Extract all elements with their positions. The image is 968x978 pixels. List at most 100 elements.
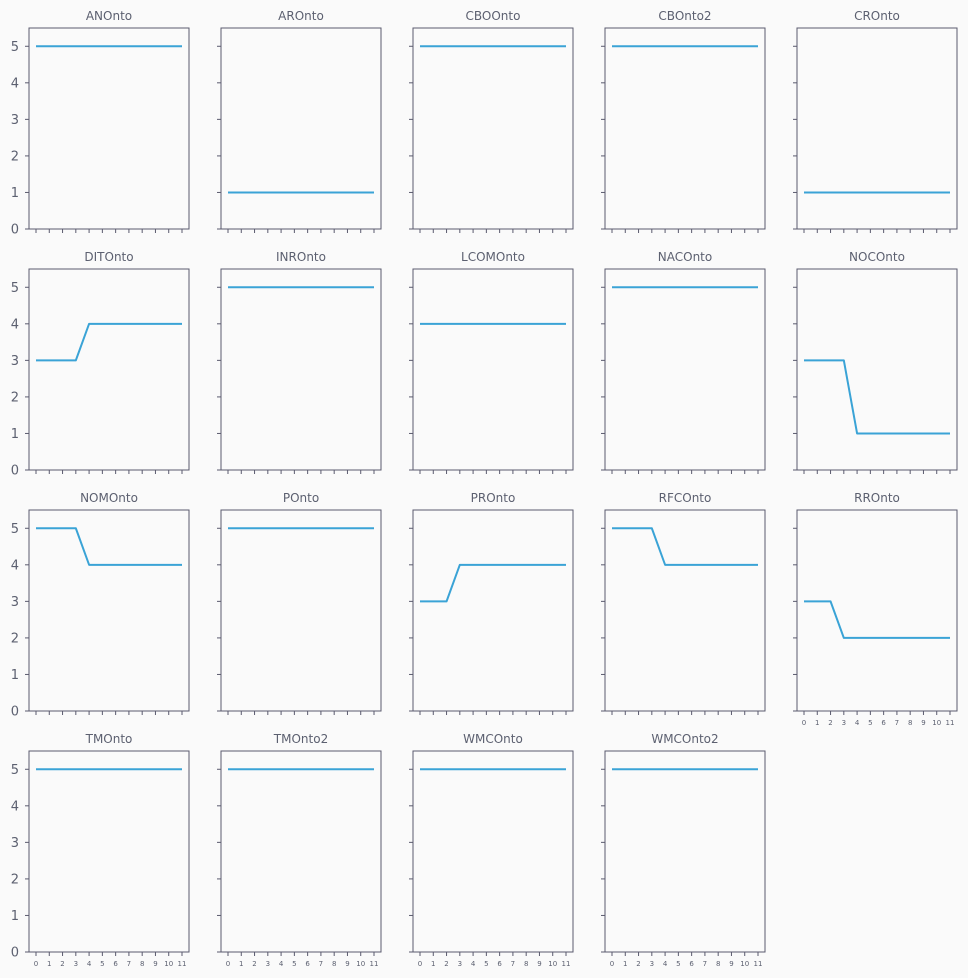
x-tick-label: 6	[305, 960, 310, 968]
x-tick-label: 0	[34, 960, 38, 968]
y-tick-label: 0	[11, 946, 19, 961]
x-tick-label: 10	[740, 960, 749, 968]
x-tick-label: 10	[356, 960, 365, 968]
panel-tmonto2: TMOnto2 0 1 2 3 4 5 6 7 8 9 10 11	[217, 732, 382, 968]
panel-frame	[412, 509, 574, 712]
panel-anonto: ANOnto 0 1 2 3 4 5	[11, 9, 190, 238]
panel-cbonto2: CBOnto2	[601, 9, 766, 233]
x-tick-label: 6	[881, 719, 886, 727]
x-tick-label: 7	[895, 719, 899, 727]
x-tick-label: 9	[153, 960, 157, 968]
x-tick-label: 4	[855, 719, 860, 727]
panel-frame	[604, 750, 766, 953]
x-tick-label: 10	[164, 960, 173, 968]
x-tick-label: 5	[484, 960, 488, 968]
panel-rronto: RROnto 0 1 2 3 4 5 6 7 8 9 10 11	[793, 491, 958, 727]
x-tick-label: 2	[252, 960, 256, 968]
panel-rfconto: RFCOnto	[601, 491, 766, 715]
series-line	[36, 322, 182, 362]
y-tick-label: 4	[11, 558, 19, 573]
panel-lcomonto: LCOMOnto	[409, 250, 574, 474]
panel-title: TMOnto2	[273, 732, 328, 746]
y-tick-label: 0	[11, 705, 19, 720]
y-tick-label: 5	[11, 40, 19, 55]
x-tick-label: 7	[703, 960, 707, 968]
panel-title: LCOMOnto	[461, 250, 525, 264]
panel-frame	[604, 27, 766, 230]
series-line	[420, 563, 566, 603]
y-tick-label: 4	[11, 317, 19, 332]
panel-title: RFCOnto	[659, 491, 712, 505]
y-tick-label: 5	[11, 281, 19, 296]
panel-title: PROnto	[471, 491, 516, 505]
x-tick-label: 11	[946, 719, 955, 727]
panel-frame	[28, 750, 190, 953]
series-line	[612, 527, 758, 566]
panel-title: ANOnto	[86, 9, 132, 23]
panel-title: DITOnto	[84, 250, 133, 264]
panel-title: NOCOnto	[849, 250, 905, 264]
panel-frame	[220, 750, 382, 953]
panel-frame	[796, 509, 958, 712]
x-tick-label: 11	[754, 960, 763, 968]
x-tick-label: 7	[319, 960, 323, 968]
y-tick-label: 3	[11, 836, 19, 851]
y-tick-label: 4	[11, 799, 19, 814]
x-tick-label: 11	[562, 960, 571, 968]
panel-cboonto: CBOOnto	[409, 9, 574, 233]
panel-cronto: CROnto	[793, 9, 958, 233]
x-tick-label: 4	[663, 960, 668, 968]
panel-inronto: INROnto	[217, 250, 382, 474]
panel-noconto: NOCOnto	[793, 250, 958, 474]
panel-wmconto: WMCOnto 0 1 2 3 4 5 6 7 8 9 10 11	[409, 732, 574, 968]
y-tick-label: 2	[11, 631, 19, 646]
x-tick-label: 11	[370, 960, 379, 968]
y-tick-label: 5	[11, 763, 19, 778]
y-tick-label: 1	[11, 186, 19, 201]
x-tick-label: 4	[87, 960, 92, 968]
panel-frame	[28, 268, 190, 471]
x-tick-label: 3	[266, 960, 270, 968]
x-tick-label: 1	[431, 960, 435, 968]
y-tick-label: 1	[11, 668, 19, 683]
panel-frame	[796, 268, 958, 471]
panel-title: NOMOnto	[80, 491, 138, 505]
panel-frame	[412, 268, 574, 471]
x-tick-label: 3	[74, 960, 78, 968]
panel-naconto: NACOnto	[601, 250, 766, 474]
series-line	[36, 527, 182, 566]
panel-pronto: PROnto	[409, 491, 574, 715]
x-tick-label: 5	[100, 960, 104, 968]
x-tick-label: 10	[932, 719, 941, 727]
panel-wmconto2: WMCOnto2 0 1 2 3 4 5 6 7 8 9 10 11	[601, 732, 766, 968]
y-tick-label: 1	[11, 427, 19, 442]
panel-frame	[220, 268, 382, 471]
x-tick-label: 8	[716, 960, 720, 968]
x-tick-label: 4	[471, 960, 476, 968]
series-line	[804, 359, 950, 435]
x-tick-label: 9	[729, 960, 733, 968]
x-tick-label: 6	[497, 960, 502, 968]
y-tick-label: 0	[11, 464, 19, 479]
panel-frame	[220, 509, 382, 712]
x-tick-label: 6	[689, 960, 694, 968]
x-tick-label: 9	[921, 719, 925, 727]
x-tick-label: 2	[828, 719, 832, 727]
panel-title: POnto	[283, 491, 319, 505]
x-tick-label: 6	[113, 960, 118, 968]
y-tick-label: 2	[11, 390, 19, 405]
x-tick-label: 5	[676, 960, 680, 968]
panel-ponto: POnto	[217, 491, 382, 715]
x-tick-label: 11	[178, 960, 187, 968]
series-line	[804, 600, 950, 639]
x-tick-label: 1	[623, 960, 627, 968]
x-tick-label: 1	[815, 719, 819, 727]
x-tick-label: 8	[908, 719, 912, 727]
panel-title: AROnto	[278, 9, 324, 23]
panel-aronto: AROnto	[217, 9, 382, 233]
panel-frame	[604, 268, 766, 471]
panel-title: CBOOnto	[466, 9, 521, 23]
panel-frame	[412, 750, 574, 953]
x-tick-label: 7	[127, 960, 131, 968]
